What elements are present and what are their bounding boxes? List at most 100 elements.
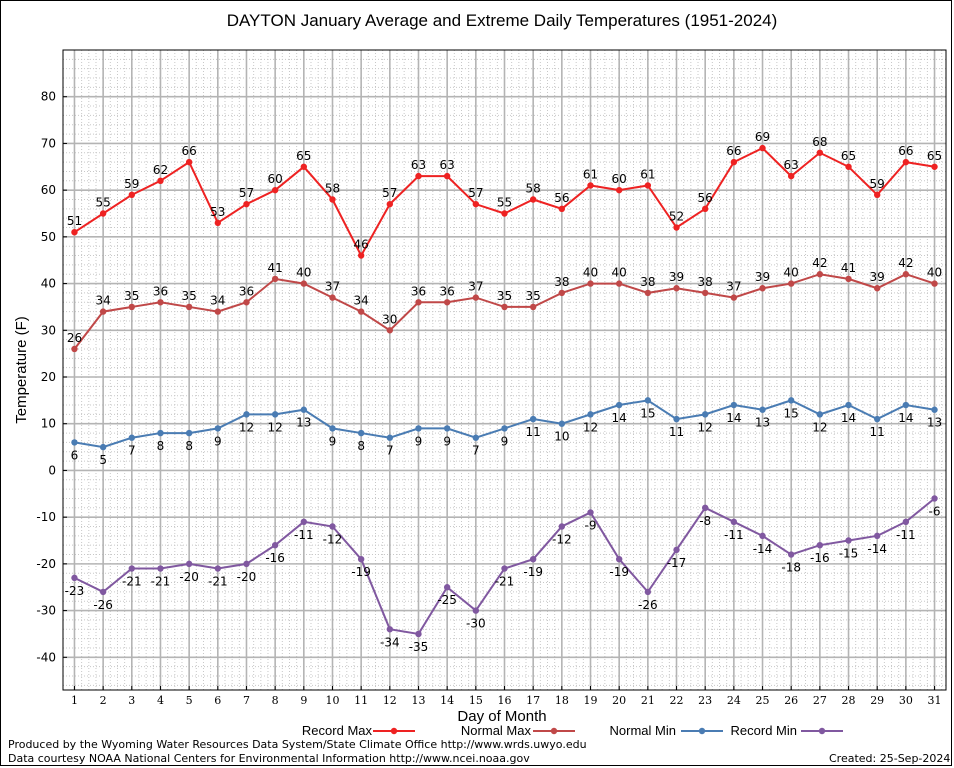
y-tick-label: -20 [36, 557, 56, 571]
normal-max-point [271, 275, 279, 283]
record-min-point [701, 504, 709, 512]
normal-min-point [644, 397, 652, 404]
x-tick-label: 12 [383, 694, 397, 707]
record-max-point [644, 182, 652, 189]
record-min-data-label: -20 [179, 570, 199, 584]
record-max-data-label: 62 [153, 163, 168, 177]
legend-label-record-min: Record Min [731, 723, 797, 738]
record-max-point [730, 158, 738, 166]
normal-max-point [185, 303, 193, 311]
record-min-point [931, 495, 938, 502]
record-max-point [529, 196, 537, 203]
record-max-point [902, 158, 910, 166]
normal-min-data-label: 14 [841, 411, 856, 425]
normal-min-point [243, 411, 250, 418]
record-max-data-label: 55 [497, 196, 512, 210]
record-min-data-label: -21 [122, 575, 142, 589]
record-max-point [185, 158, 193, 166]
record-max-point [128, 191, 136, 199]
record-max-data-label: 53 [210, 205, 225, 219]
normal-min-data-label: 8 [185, 439, 193, 453]
normal-min-data-label: 12 [239, 420, 254, 434]
record-min-point [787, 551, 795, 558]
record-min-data-label: -17 [667, 556, 687, 570]
x-tick-label: 25 [756, 694, 770, 707]
normal-max-data-label: 38 [640, 275, 655, 289]
legend-marker-normal-max [550, 727, 558, 735]
record-min-point [99, 588, 107, 596]
footer-courtesy: Data courtesy NOAA National Centers for … [8, 752, 530, 765]
normal-max-point [71, 345, 78, 353]
x-tick-label: 26 [784, 694, 798, 707]
record-max-point [701, 205, 709, 213]
y-tick-label: -30 [36, 604, 56, 618]
record-min-data-label: -26 [93, 598, 113, 612]
y-tick-label: 60 [41, 183, 56, 197]
record-min-data-label: -19 [523, 565, 543, 579]
record-min-point [443, 584, 451, 591]
record-max-data-label: 52 [669, 210, 684, 224]
record-min-data-label: -34 [380, 635, 400, 649]
record-max-data-label: 60 [268, 172, 283, 186]
normal-min-point [300, 406, 308, 413]
normal-max-point [701, 289, 709, 297]
x-tick-label: 22 [670, 694, 684, 707]
y-tick-label: -40 [36, 650, 56, 664]
normal-max-data-label: 34 [95, 294, 110, 308]
y-tick-label: 70 [41, 136, 56, 150]
normal-min-data-label: 11 [526, 425, 541, 439]
record-min-data-label: -14 [867, 542, 887, 556]
record-max-point [787, 172, 795, 180]
normal-max-data-label: 40 [296, 266, 311, 280]
normal-min-data-label: 10 [554, 430, 569, 444]
y-tick-label: 80 [41, 90, 56, 104]
x-tick-label: 27 [813, 694, 827, 707]
record-max-data-label: 46 [354, 238, 369, 252]
normal-min-data-label: 12 [812, 420, 827, 434]
normal-max-point [845, 275, 852, 283]
record-max-point [931, 163, 938, 170]
record-min-point [71, 574, 78, 582]
record-max-point [243, 200, 250, 208]
x-axis-label: Day of Month [457, 708, 546, 725]
record-max-point [501, 210, 508, 217]
record-max-data-label: 58 [325, 181, 340, 195]
normal-min-point [529, 415, 537, 423]
normal-max-data-label: 38 [698, 275, 713, 289]
record-min-data-label: -30 [466, 617, 486, 631]
record-min-data-label: -15 [839, 547, 859, 561]
legend-label-record-max: Record Max [302, 723, 373, 738]
x-tick-label: 28 [842, 694, 856, 707]
normal-min-data-label: 12 [583, 420, 598, 434]
normal-max-point [529, 303, 537, 311]
record-max-data-label: 63 [411, 158, 426, 172]
normal-min-point [128, 434, 136, 441]
record-min-data-label: -26 [638, 598, 658, 612]
normal-min-point [501, 425, 508, 432]
x-tick-label: 29 [870, 694, 884, 707]
legend-label-normal-max: Normal Max [461, 723, 532, 738]
normal-max-point [816, 271, 824, 278]
normal-min-point [873, 415, 881, 423]
record-max-data-label: 57 [239, 186, 254, 200]
record-min-data-label: -19 [609, 565, 629, 579]
normal-max-data-label: 40 [583, 266, 598, 280]
normal-min-point [701, 411, 709, 418]
normal-min-point [185, 429, 193, 437]
x-tick-label: 8 [272, 694, 279, 707]
normal-max-point [99, 308, 107, 315]
record-max-data-label: 61 [640, 167, 655, 181]
record-min-data-label: -19 [351, 565, 371, 579]
record-max-data-label: 51 [67, 214, 82, 228]
normal-max-point [873, 285, 881, 292]
record-max-point [558, 205, 566, 213]
record-min-point [529, 555, 537, 563]
record-max-data-label: 65 [927, 149, 942, 163]
x-tick-label: 5 [186, 694, 193, 707]
x-tick-label: 30 [899, 694, 913, 707]
normal-max-data-label: 35 [124, 289, 139, 303]
record-max-point [472, 200, 480, 208]
record-min-point [357, 555, 365, 563]
record-max-data-label: 66 [182, 144, 197, 158]
